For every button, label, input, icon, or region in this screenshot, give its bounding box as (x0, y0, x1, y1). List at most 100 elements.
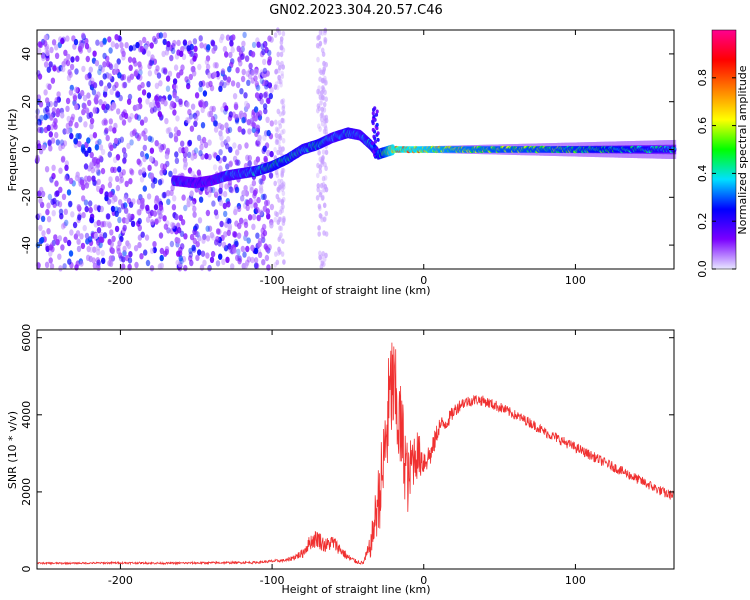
spectrogram-cell (84, 205, 89, 213)
spectrogram-cell (66, 189, 72, 196)
spectrogram-cell (317, 150, 321, 156)
spectrogram-cell (317, 34, 321, 41)
spectrogram-cell (230, 80, 236, 87)
spectrogram-cell (136, 208, 141, 216)
spectrogram-cell (121, 82, 127, 89)
spectrogram-cell (84, 37, 89, 45)
spectrogram-cell (57, 201, 63, 208)
spectrogram-cell (39, 186, 44, 194)
spectrogram-cell (254, 80, 259, 88)
spectrogram-cell (45, 106, 50, 113)
colorbar-label: Normalized spectral amplitude (736, 65, 749, 234)
spectrogram-cell (161, 50, 166, 58)
spectrogram-cell (225, 256, 230, 263)
spectrogram-cell (70, 56, 75, 63)
spectrogram-cell (68, 177, 74, 185)
spectrogram-cell (186, 201, 191, 208)
spectrogram-cell (53, 100, 58, 108)
spectrogram-cell (241, 190, 246, 197)
spectrogram-cell (102, 73, 107, 80)
spectrogram-cell (66, 239, 72, 247)
spectrogram-cell (251, 213, 257, 221)
spectrogram-cell (142, 144, 147, 152)
spectrogram-cell (250, 51, 256, 58)
spectrogram-cell (184, 146, 189, 153)
snr-x-tick-label: -100 (260, 574, 285, 587)
spectrogram-cell (96, 185, 101, 192)
spectrogram-cell (267, 35, 272, 42)
spectrogram-cell (121, 73, 127, 81)
spectrogram-cell (322, 261, 326, 268)
spectrogram-cell (68, 250, 74, 257)
spectrogram-cell (247, 160, 253, 167)
spectrogram-cell (256, 214, 261, 221)
spectrogram-cell (49, 124, 54, 131)
spectrogram-cell (50, 137, 56, 144)
spectrogram-cell (246, 79, 251, 87)
spectrogram-cell (136, 114, 142, 121)
spectrogram-cell (243, 221, 249, 229)
spectrogram-cell (252, 122, 257, 129)
spectrogram-cell (58, 265, 63, 272)
spectrogram-cell (223, 108, 228, 115)
spectrogram-cell (109, 88, 114, 96)
spectrogram-cell (116, 108, 121, 115)
spectrogram-cell (157, 209, 162, 216)
spectrogram-cell (320, 111, 325, 118)
spectrogram-cell (169, 240, 175, 248)
spectrogram-cell (223, 245, 229, 252)
spectrogram-cell (163, 250, 168, 257)
spectrogram-cell (220, 33, 225, 41)
spectrogram-cell (54, 180, 59, 187)
spectrogram-cell (89, 216, 94, 224)
spectrogram-cell (190, 154, 195, 161)
spectrogram-cell (108, 63, 114, 70)
spectrogram-cell (91, 175, 96, 182)
spectrogram-cell (112, 166, 118, 174)
spectrogram-cell (88, 206, 93, 214)
spectrogram-cell (174, 157, 180, 164)
spectrogram-cell (281, 103, 286, 109)
spectrogram-cell (92, 82, 98, 89)
spectrogram-cell (218, 85, 223, 93)
spectrogram-cell (144, 234, 150, 241)
spectrogram-cell (138, 169, 143, 176)
spectrogram-cell (48, 145, 53, 152)
spectrogram-cell (277, 120, 282, 126)
spectrogram-cell (100, 148, 106, 156)
spectrogram-cell (114, 62, 119, 70)
spectrogram-cell (43, 40, 48, 47)
spectrogram-cell (100, 184, 105, 191)
spectrogram-cell (117, 36, 123, 43)
spectrogram-cell (146, 50, 151, 57)
spectrogram-cell (263, 243, 268, 250)
spectrogram-cell (228, 246, 233, 254)
spectrogram-cell (324, 79, 329, 86)
spectrogram-cell (128, 45, 134, 52)
spectrogram-cell (280, 167, 285, 174)
spectrogram-cell (186, 82, 191, 90)
spectrogram-cell (149, 265, 155, 272)
spectrogram-cell (262, 67, 268, 75)
spectrogram-cell (55, 239, 60, 246)
spectrogram-cell (198, 35, 203, 42)
spectrogram-cell (107, 181, 113, 189)
spectrogram-cell (43, 89, 48, 96)
spectrogram-cell (213, 126, 219, 133)
spectrogram-cell (111, 197, 116, 204)
spectrogram-cell (149, 247, 155, 255)
spectrogram-cell (134, 261, 139, 269)
spectrogram-cell (205, 252, 210, 259)
spectrogram-cell (102, 61, 107, 68)
spectrogram-cell (235, 149, 240, 156)
spectrogram-cell (79, 233, 84, 240)
spectrogram-cell (163, 223, 169, 230)
spectrogram-cell (199, 144, 204, 151)
spectrogram-cell (251, 41, 257, 49)
spectrogram-cell (255, 207, 260, 214)
spectrogram-cell (91, 157, 97, 164)
spectrogram-cell (233, 208, 238, 216)
spectrogram-cell (43, 61, 49, 68)
spectrogram-cell (262, 145, 267, 152)
spectrogram-cell (86, 245, 91, 253)
